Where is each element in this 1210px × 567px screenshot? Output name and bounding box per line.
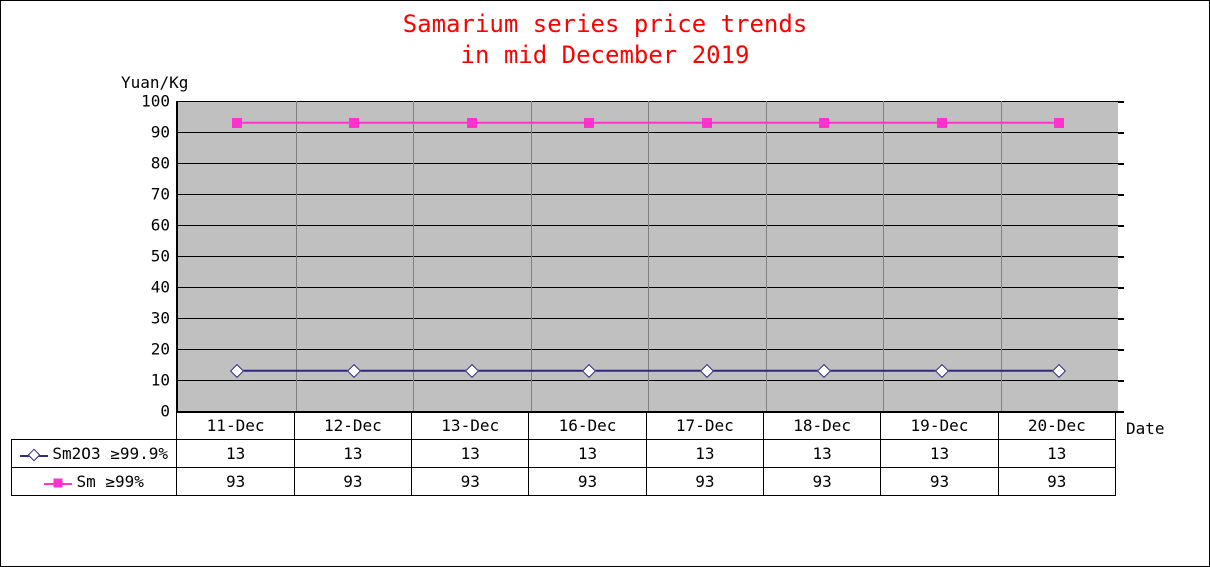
- y-tick-label: 40: [151, 278, 170, 297]
- data-marker: [935, 364, 949, 378]
- y-tick-label: 10: [151, 371, 170, 390]
- chart-container: Samarium series price trends in mid Dece…: [0, 0, 1210, 567]
- table-cell: 13: [763, 440, 880, 468]
- legend-item: Sm ≥99%: [12, 468, 177, 496]
- data-marker: [232, 118, 242, 128]
- table-cell: 93: [881, 468, 998, 496]
- x-tick-label: 13-Dec: [412, 412, 529, 440]
- data-marker: [819, 118, 829, 128]
- x-tick-label: 19-Dec: [881, 412, 998, 440]
- table-cell: 93: [294, 468, 411, 496]
- data-marker: [582, 364, 596, 378]
- table-cell: 93: [177, 468, 294, 496]
- y-tick-label: 100: [141, 92, 170, 111]
- table-cell: 93: [646, 468, 763, 496]
- table-cell: 13: [294, 440, 411, 468]
- plot-area: 0102030405060708090100: [176, 101, 1118, 413]
- y-tick-label: 30: [151, 309, 170, 328]
- y-tick-label: 20: [151, 340, 170, 359]
- data-marker: [937, 118, 947, 128]
- table-cell: 93: [998, 468, 1115, 496]
- table-cell: 13: [881, 440, 998, 468]
- data-marker: [230, 364, 244, 378]
- data-marker: [700, 364, 714, 378]
- title-line-2: in mid December 2019: [461, 41, 750, 69]
- x-axis-label: Date: [1126, 419, 1165, 438]
- table-cell: 13: [529, 440, 646, 468]
- table-cell: 13: [998, 440, 1115, 468]
- x-tick-label: 18-Dec: [763, 412, 880, 440]
- table-cell: 93: [763, 468, 880, 496]
- y-tick-label: 90: [151, 123, 170, 142]
- data-marker: [465, 364, 479, 378]
- data-marker: [467, 118, 477, 128]
- y-tick-label: 50: [151, 247, 170, 266]
- y-tick-label: 70: [151, 185, 170, 204]
- data-marker: [347, 364, 361, 378]
- y-tick-label: 80: [151, 154, 170, 173]
- x-tick-label: 17-Dec: [646, 412, 763, 440]
- data-marker: [702, 118, 712, 128]
- x-tick-label: 12-Dec: [294, 412, 411, 440]
- x-tick-label: 11-Dec: [177, 412, 294, 440]
- data-marker: [817, 364, 831, 378]
- x-tick-label: 16-Dec: [529, 412, 646, 440]
- table-cell: 13: [412, 440, 529, 468]
- legend-item: Sm2O3 ≥99.9%: [12, 440, 177, 468]
- x-tick-label: 20-Dec: [998, 412, 1115, 440]
- data-marker: [1052, 364, 1066, 378]
- y-tick-label: 60: [151, 216, 170, 235]
- table-cell: 13: [646, 440, 763, 468]
- y-axis-label: Yuan/Kg: [121, 73, 188, 92]
- data-marker: [349, 118, 359, 128]
- chart-title: Samarium series price trends in mid Dece…: [1, 1, 1209, 71]
- table-cell: 93: [529, 468, 646, 496]
- data-marker: [1054, 118, 1064, 128]
- data-table: 11-Dec12-Dec13-Dec16-Dec17-Dec18-Dec19-D…: [11, 411, 1116, 496]
- table-cell: 13: [177, 440, 294, 468]
- table-cell: 93: [412, 468, 529, 496]
- data-marker: [584, 118, 594, 128]
- title-line-1: Samarium series price trends: [403, 10, 808, 38]
